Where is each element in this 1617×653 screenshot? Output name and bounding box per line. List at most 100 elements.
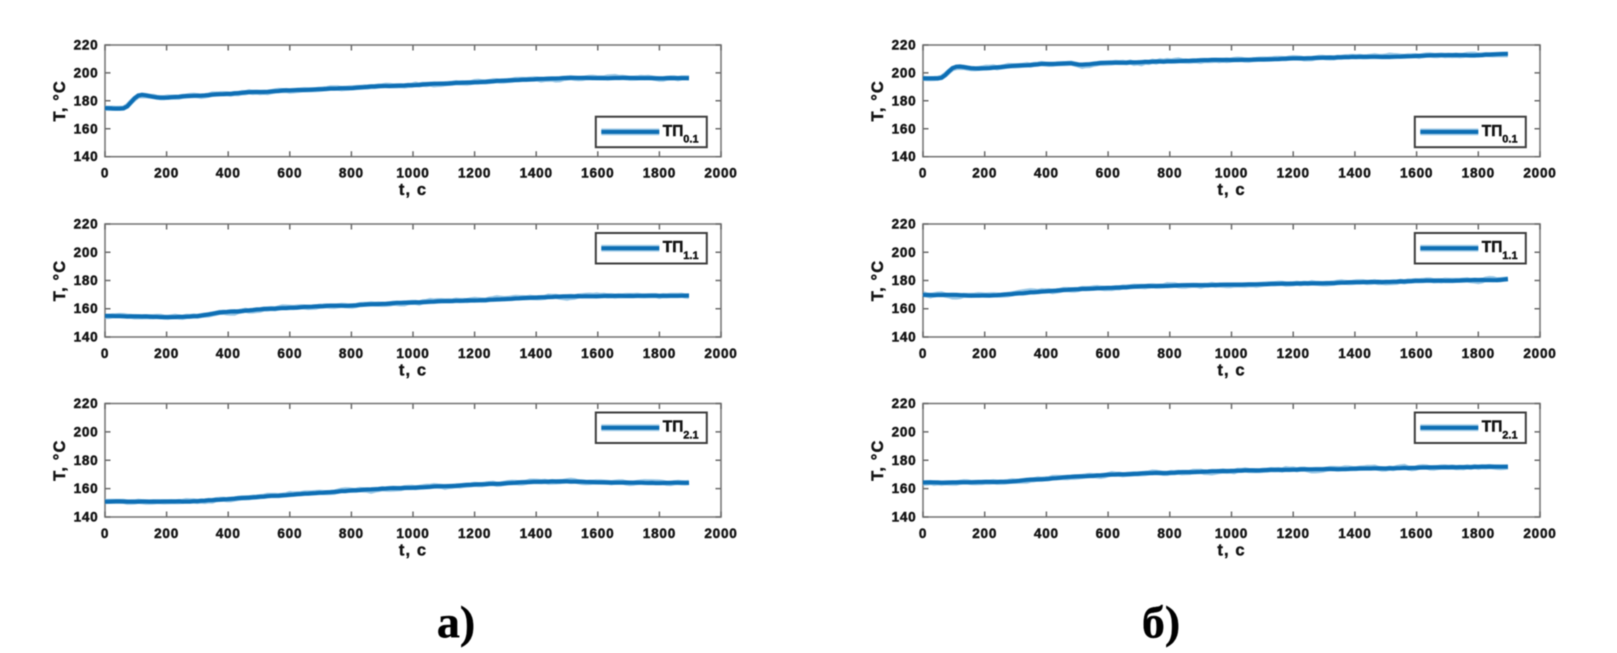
svg-text:200: 200 <box>154 346 179 361</box>
svg-text:2.1: 2.1 <box>683 429 698 441</box>
svg-text:400: 400 <box>216 526 241 541</box>
svg-text:0: 0 <box>919 166 927 181</box>
svg-text:1600: 1600 <box>1400 346 1433 361</box>
svg-text:0: 0 <box>919 526 927 541</box>
svg-text:140: 140 <box>892 149 917 164</box>
svg-text:0: 0 <box>101 346 109 361</box>
svg-text:ТП: ТП <box>663 123 684 140</box>
svg-text:0: 0 <box>919 346 927 361</box>
svg-text:800: 800 <box>1157 526 1182 541</box>
svg-text:160: 160 <box>892 121 917 136</box>
svg-text:0.1: 0.1 <box>683 134 698 146</box>
svg-text:800: 800 <box>339 526 364 541</box>
svg-text:1400: 1400 <box>520 166 553 181</box>
svg-text:T, °C: T, °C <box>869 80 887 121</box>
svg-text:200: 200 <box>972 166 997 181</box>
svg-text:200: 200 <box>74 245 99 260</box>
svg-text:ТП: ТП <box>1482 239 1503 256</box>
svg-text:2000: 2000 <box>1523 166 1556 181</box>
svg-text:600: 600 <box>1096 346 1121 361</box>
svg-text:160: 160 <box>892 481 917 496</box>
svg-text:220: 220 <box>892 38 917 53</box>
svg-text:T, °C: T, °C <box>51 439 69 480</box>
svg-text:1200: 1200 <box>1277 526 1310 541</box>
svg-text:0.1: 0.1 <box>1502 134 1517 146</box>
svg-text:1400: 1400 <box>520 526 553 541</box>
svg-text:1200: 1200 <box>1277 166 1310 181</box>
svg-text:T, °C: T, °C <box>869 260 887 301</box>
svg-text:200: 200 <box>892 424 917 439</box>
svg-text:180: 180 <box>74 93 99 108</box>
svg-text:400: 400 <box>1034 346 1059 361</box>
svg-text:220: 220 <box>74 38 99 53</box>
svg-text:800: 800 <box>339 346 364 361</box>
svg-text:1600: 1600 <box>581 346 614 361</box>
svg-text:160: 160 <box>74 481 99 496</box>
svg-text:1000: 1000 <box>396 166 429 181</box>
svg-text:220: 220 <box>892 396 917 411</box>
svg-text:1600: 1600 <box>1400 526 1433 541</box>
svg-text:1200: 1200 <box>1277 346 1310 361</box>
svg-text:140: 140 <box>74 330 99 345</box>
svg-text:180: 180 <box>74 453 99 468</box>
svg-text:1000: 1000 <box>1215 526 1248 541</box>
svg-text:200: 200 <box>972 346 997 361</box>
svg-text:200: 200 <box>892 245 917 260</box>
svg-text:200: 200 <box>154 166 179 181</box>
svg-text:160: 160 <box>892 301 917 316</box>
svg-text:200: 200 <box>892 65 917 80</box>
svg-text:140: 140 <box>892 330 917 345</box>
svg-text:2000: 2000 <box>1523 346 1556 361</box>
svg-text:600: 600 <box>277 526 302 541</box>
svg-text:2000: 2000 <box>704 166 737 181</box>
svg-text:400: 400 <box>1034 526 1059 541</box>
svg-text:0: 0 <box>101 526 109 541</box>
svg-text:1600: 1600 <box>581 166 614 181</box>
svg-text:ТП: ТП <box>663 419 684 436</box>
svg-text:2000: 2000 <box>704 526 737 541</box>
svg-text:600: 600 <box>1096 526 1121 541</box>
svg-text:1800: 1800 <box>1462 346 1495 361</box>
svg-text:1000: 1000 <box>396 346 429 361</box>
svg-text:140: 140 <box>74 149 99 164</box>
svg-text:1800: 1800 <box>643 166 676 181</box>
svg-text:200: 200 <box>154 526 179 541</box>
svg-text:800: 800 <box>1157 166 1182 181</box>
svg-text:1400: 1400 <box>1338 526 1371 541</box>
svg-text:400: 400 <box>1034 166 1059 181</box>
svg-text:2000: 2000 <box>704 346 737 361</box>
svg-text:1800: 1800 <box>1462 166 1495 181</box>
svg-text:140: 140 <box>892 510 917 525</box>
svg-text:1800: 1800 <box>643 526 676 541</box>
svg-text:220: 220 <box>892 217 917 232</box>
svg-text:800: 800 <box>1157 346 1182 361</box>
svg-text:180: 180 <box>74 273 99 288</box>
svg-text:200: 200 <box>74 65 99 80</box>
svg-text:б): б) <box>1142 597 1180 648</box>
svg-text:ТП: ТП <box>1482 123 1503 140</box>
svg-text:600: 600 <box>277 346 302 361</box>
svg-text:180: 180 <box>892 453 917 468</box>
svg-text:180: 180 <box>892 93 917 108</box>
svg-text:1.1: 1.1 <box>1502 250 1517 262</box>
svg-text:140: 140 <box>74 510 99 525</box>
svg-text:1400: 1400 <box>520 346 553 361</box>
svg-text:T, °C: T, °C <box>869 439 887 480</box>
svg-text:T, °C: T, °C <box>51 260 69 301</box>
svg-text:1200: 1200 <box>458 526 491 541</box>
svg-text:1200: 1200 <box>458 346 491 361</box>
svg-text:200: 200 <box>972 526 997 541</box>
svg-text:200: 200 <box>74 424 99 439</box>
svg-text:800: 800 <box>339 166 364 181</box>
svg-text:1000: 1000 <box>1215 166 1248 181</box>
svg-text:400: 400 <box>216 346 241 361</box>
svg-text:2.1: 2.1 <box>1502 429 1517 441</box>
svg-text:T, °C: T, °C <box>51 80 69 121</box>
svg-text:t, c: t, c <box>399 181 427 199</box>
svg-text:ТП: ТП <box>1482 419 1503 436</box>
svg-text:0: 0 <box>101 166 109 181</box>
svg-text:t, c: t, c <box>399 362 427 380</box>
svg-text:400: 400 <box>216 166 241 181</box>
svg-text:600: 600 <box>1096 166 1121 181</box>
svg-text:1800: 1800 <box>643 346 676 361</box>
